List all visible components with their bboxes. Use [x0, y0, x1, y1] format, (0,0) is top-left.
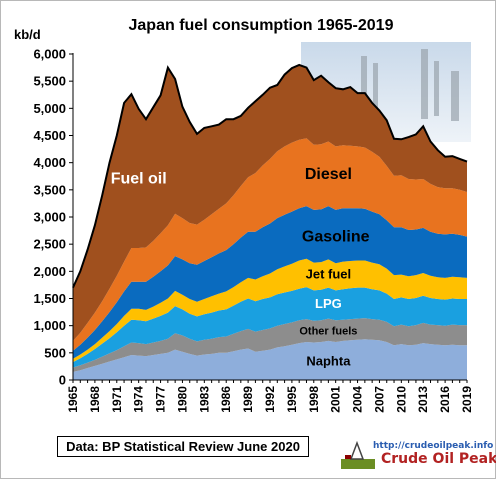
x-tick-label: 1986 [219, 386, 233, 413]
y-tick-label: 1,000 [33, 318, 66, 333]
x-tick-label: 2001 [329, 386, 343, 413]
area-gasoline [73, 206, 467, 359]
background-refinery-image [361, 49, 459, 121]
x-tick-label: 1968 [88, 386, 102, 413]
series-label-diesel: Diesel [305, 166, 352, 183]
y-tick-label: 500 [44, 345, 66, 360]
oil-rig-icon [341, 440, 375, 469]
series-label-naphta: Naphta [306, 353, 351, 368]
x-tick-label: 2019 [460, 386, 474, 413]
area-jet-fuel [73, 258, 467, 363]
x-tick-label: 2010 [394, 386, 408, 413]
logo-url-text: http://crudeoilpeak.info [373, 441, 494, 451]
y-axis-unit: kb/d [14, 27, 41, 42]
y-ticks: 0 500 1,000 1,500 2,000 2,500 3,000 3,500 4,000 4… [33, 47, 73, 388]
x-tick-label: 1983 [197, 386, 211, 413]
y-tick-label: 5,000 [33, 101, 66, 116]
area-diesel [73, 138, 467, 351]
x-tick-label: 1971 [110, 386, 124, 413]
source-note-text: Data: BP Statistical Review June 2020 [66, 439, 300, 454]
y-tick-label: 1,500 [33, 291, 66, 306]
stacked-areas [73, 64, 467, 380]
y-tick-label: 6,000 [33, 47, 66, 62]
total-line [72, 63, 468, 289]
x-ticks: 1965 1968 1971 1974 1977 1980 1983 1986 1989 1992… [66, 380, 474, 413]
area-other-fuels [73, 318, 467, 372]
area-fuel-oil [73, 64, 467, 341]
y-tick-label: 5,500 [33, 74, 66, 89]
series-label-lpg: LPG [315, 296, 342, 311]
source-note: Data: BP Statistical Review June 2020 [57, 436, 309, 457]
area-lpg [73, 287, 467, 368]
x-tick-label: 1980 [175, 386, 189, 413]
area-naphta [73, 339, 467, 380]
x-tick-label: 2004 [351, 386, 365, 413]
y-tick-label: 3,000 [33, 210, 66, 225]
y-tick-label: 3,500 [33, 182, 66, 197]
x-tick-label: 2016 [438, 386, 452, 413]
y-tick-label: 4,500 [33, 128, 66, 143]
x-tick-label: 2007 [372, 386, 386, 413]
chart-title: Japan fuel consumption 1965-2019 [129, 17, 394, 34]
x-tick-label: 1995 [285, 386, 299, 413]
series-label-gasoline: Gasoline [302, 229, 370, 246]
x-tick-label: 1989 [241, 386, 255, 413]
x-tick-label: 1992 [263, 386, 277, 413]
x-tick-label: 1965 [66, 386, 80, 413]
logo-name-text: Crude Oil Peak [381, 451, 496, 467]
crude-oil-peak-logo: http://crudeoilpeak.info Crude Oil Peak [337, 440, 496, 471]
y-tick-label: 0 [59, 373, 66, 388]
x-tick-label: 1974 [132, 386, 146, 413]
x-tick-label: 1977 [154, 386, 168, 413]
series-label-fuel-oil: Fuel oil [111, 170, 167, 187]
y-tick-label: 2,000 [33, 264, 66, 279]
series-label-other-fuels: Other fuels [299, 326, 357, 338]
y-tick-label: 2,500 [33, 237, 66, 252]
x-tick-label: 1998 [307, 386, 321, 413]
series-label-jet-fuel: Jet fuel [306, 267, 352, 282]
x-tick-label: 2013 [416, 386, 430, 413]
series-labels: Naphta Other fuels LPG Jet fuel Gasoline Dies… [111, 166, 370, 369]
y-tick-label: 4,000 [33, 155, 66, 170]
